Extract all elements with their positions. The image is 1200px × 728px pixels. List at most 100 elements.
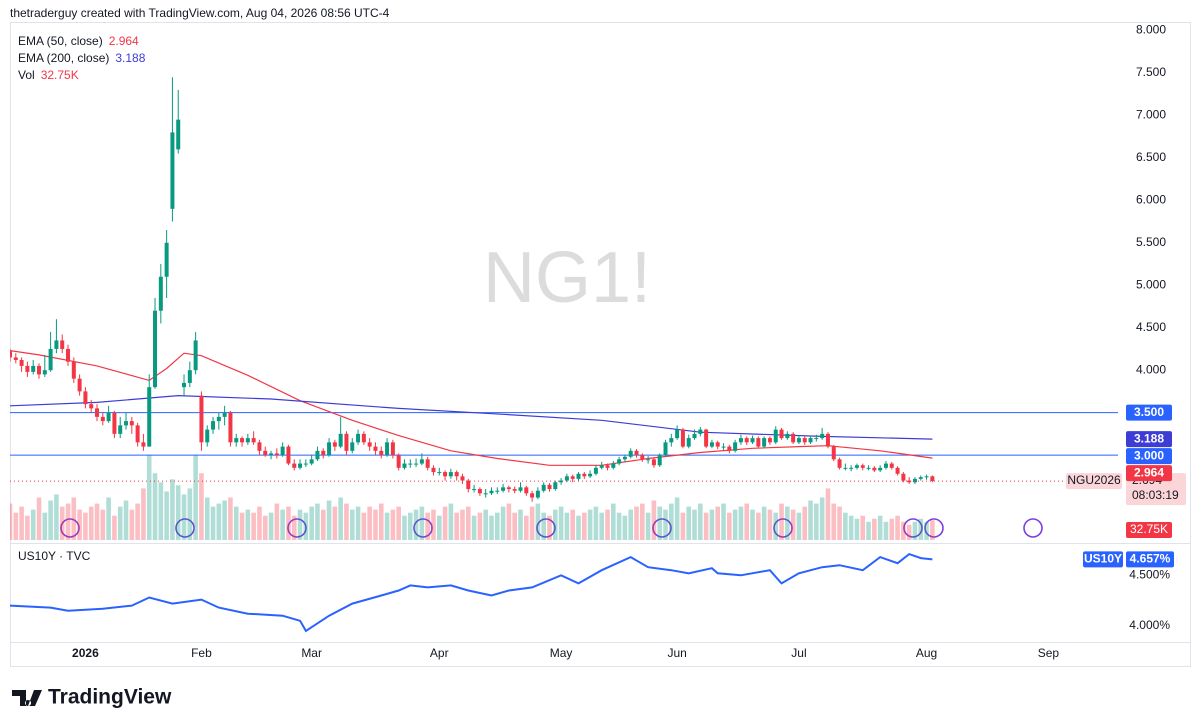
candle-body [506, 487, 511, 490]
volume-bar [732, 509, 738, 540]
series-name-badge [1083, 551, 1123, 568]
candle-body [605, 465, 610, 468]
volume-bar [611, 503, 616, 540]
y-tick-label: 7.000 [1136, 108, 1166, 122]
volume-bar [175, 485, 181, 540]
volume-bar [489, 515, 494, 540]
candle-body [106, 412, 111, 422]
volume-bar [65, 503, 71, 540]
candle-body [176, 119, 181, 150]
candle-body [77, 378, 82, 392]
candle-body [698, 429, 703, 434]
x-tick-label: Mar [301, 646, 322, 660]
volume-bar [582, 512, 587, 540]
candle-body [669, 438, 674, 443]
candle-body [298, 463, 303, 468]
volume-bar [222, 500, 227, 540]
event-icon[interactable] [536, 518, 556, 538]
candle-body [704, 429, 709, 447]
volume-bar [141, 488, 146, 540]
event-icon[interactable] [652, 518, 672, 538]
pane-title: US10Y · TVC [18, 549, 91, 563]
volume-bar [338, 497, 343, 540]
candle-body [825, 433, 830, 447]
candle-body [808, 438, 813, 443]
event-icon[interactable] [903, 518, 923, 538]
candle-body [147, 387, 152, 447]
volume-bar [622, 515, 628, 540]
candle-body [593, 467, 598, 474]
candle-body [849, 467, 854, 469]
volume-bar [523, 515, 529, 540]
volume-bar [645, 512, 651, 540]
volume-bar [744, 503, 750, 540]
volume-bar [738, 506, 744, 540]
candle-body [373, 446, 378, 451]
volume-bar [303, 512, 309, 540]
volume-bar [518, 509, 523, 540]
candle-body [651, 459, 656, 466]
y-tick-label: 4.500 [1136, 320, 1166, 334]
candle-body [564, 476, 569, 481]
candle-body [854, 465, 859, 468]
candle-body [396, 455, 401, 468]
volume-bar [454, 512, 459, 540]
volume-bar [564, 512, 570, 540]
volume-bar [210, 506, 216, 540]
price-badge [1126, 465, 1172, 482]
candle-body [292, 463, 297, 468]
candle-body [930, 476, 935, 482]
candle-body [367, 442, 372, 447]
candle-body [408, 463, 413, 465]
candle-body [495, 490, 500, 492]
event-icon[interactable] [1023, 518, 1043, 538]
volume-bar [605, 509, 610, 540]
candle-body [228, 412, 233, 443]
candle-body [89, 404, 94, 409]
volume-bar [895, 515, 900, 540]
volume-bar [233, 506, 239, 540]
candle-body [692, 433, 697, 439]
candle-body [912, 478, 917, 483]
candle-body [10, 351, 12, 358]
volume-bar [721, 503, 726, 540]
volume-bar [158, 482, 164, 540]
volume-bar [587, 509, 593, 540]
volume-bar [100, 509, 106, 540]
candle-body [773, 429, 778, 443]
candle-body [182, 382, 187, 388]
volume-bar [529, 506, 535, 540]
event-icon[interactable] [287, 518, 307, 538]
event-icon[interactable] [60, 518, 80, 538]
candle-body [559, 480, 564, 483]
volume-bar [344, 503, 349, 540]
candle-body [245, 438, 250, 443]
volume-bar [181, 494, 187, 540]
candle-body [582, 473, 587, 477]
price-badge-label: 3.500 [1134, 405, 1164, 419]
candle-body [419, 459, 424, 464]
volume-badge [1126, 522, 1172, 538]
event-icon[interactable] [175, 518, 195, 538]
volume-bar [286, 506, 291, 540]
candle-body [13, 357, 18, 360]
volume-bar [889, 518, 895, 540]
volume-bar [686, 506, 692, 540]
volume-bar [54, 494, 59, 540]
candle-body [327, 442, 332, 456]
event-icon[interactable] [413, 518, 433, 538]
x-tick-label: Aug [916, 646, 937, 660]
volume-bar [756, 512, 761, 540]
volume-bar [384, 512, 390, 540]
volume-bar [30, 509, 36, 540]
volume-bar [727, 512, 732, 540]
event-icon[interactable] [924, 518, 944, 538]
event-icon[interactable] [773, 518, 793, 538]
candle-body [60, 340, 65, 349]
volume-bar [88, 506, 94, 540]
volume-bar [761, 506, 767, 540]
candle-body [553, 482, 558, 490]
candle-body [744, 438, 749, 443]
volume-bar [10, 503, 13, 540]
volume-bar [239, 512, 245, 540]
